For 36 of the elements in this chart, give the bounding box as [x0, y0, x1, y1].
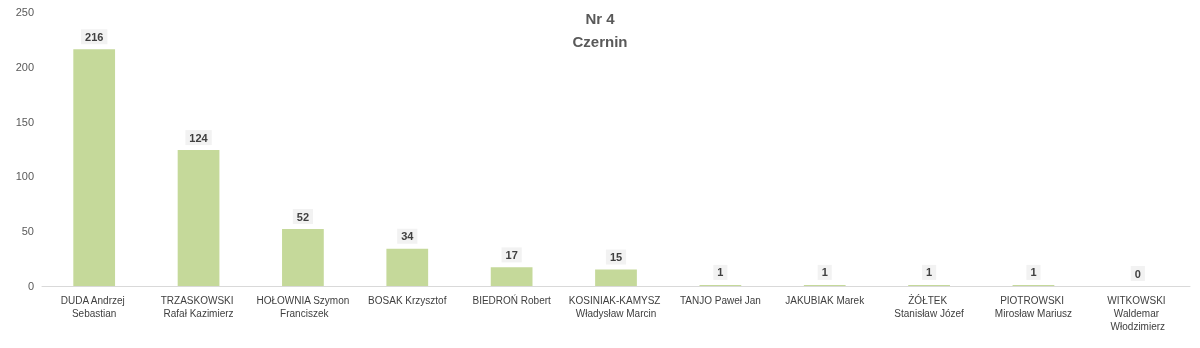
y-tick-label: 0 — [27, 280, 34, 292]
data-label: 124 — [189, 131, 209, 144]
x-tick-label: PIOTROWSKI Mirosław Mariusz — [994, 295, 1073, 319]
x-tick-label: KOSINIAK-KAMYSZ Władysław Marcin — [568, 295, 664, 319]
y-tick-label: 150 — [15, 115, 34, 128]
data-label: 216 — [85, 30, 104, 43]
x-tick-label: BOSAK Krzysztof — [368, 295, 447, 306]
data-label: 1 — [821, 266, 828, 279]
x-tick-label: DUDA Andrzej Sebastian — [60, 295, 128, 319]
text: Czernin — [572, 33, 628, 50]
bar — [73, 49, 116, 286]
x-tick-label: ŻÓŁTEK Stanisław Józef — [894, 294, 965, 319]
bar — [595, 269, 637, 286]
data-label: 0 — [1134, 267, 1141, 280]
data-label: 1 — [926, 266, 933, 279]
data-label: 52 — [296, 210, 310, 223]
y-tick-label: 200 — [15, 60, 34, 73]
x-tick-label: HOŁOWNIA Szymon Franciszek — [256, 295, 350, 319]
x-tick-label: JAKUBIAK Marek — [785, 295, 866, 306]
bar — [177, 150, 220, 286]
x-tick-label: TANJO Paweł Jan — [679, 295, 761, 306]
bar — [282, 229, 324, 286]
bar — [386, 248, 429, 286]
y-tick-label: 250 — [15, 6, 34, 18]
y-tick-label: 100 — [15, 170, 34, 183]
data-label: 1 — [1030, 266, 1037, 279]
y-tick-label: 50 — [21, 225, 34, 238]
data-label: 15 — [609, 251, 623, 264]
x-tick-label: TRZASKOWSKI Rafał Kazimierz — [160, 295, 237, 319]
x-tick-label: WITKOWSKI Waldemar Włodzimierz — [1107, 295, 1169, 332]
data-label: 34 — [401, 230, 415, 243]
chart-title: Nr 4 — [585, 10, 616, 27]
data-label: 17 — [505, 248, 518, 261]
x-tick-label: BIEDROŃ Robert — [472, 294, 552, 306]
data-label: 1 — [717, 266, 724, 279]
bar — [490, 267, 533, 286]
